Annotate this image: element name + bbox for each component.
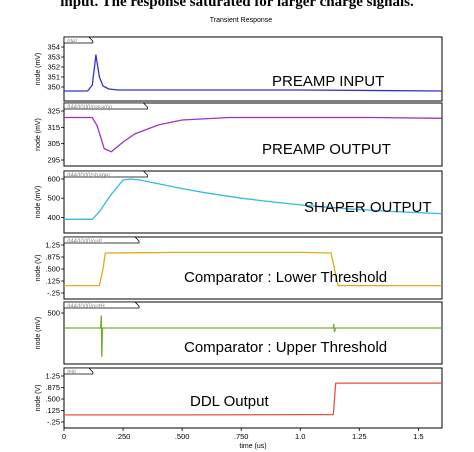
y-tick-label: 1.25	[45, 241, 60, 250]
y-tick-label: 353	[47, 53, 60, 62]
y-tick-label: 350	[47, 83, 60, 92]
panel-annotation: SHAPER OUTPUT	[304, 199, 432, 216]
y-tick-label: .875	[45, 253, 60, 262]
series-tab	[63, 36, 94, 44]
series-tab	[63, 236, 140, 244]
y-tick-label: 315	[47, 123, 60, 132]
series-name-label: /I44/I0/I0/shaper	[67, 173, 110, 179]
panel-frame	[63, 236, 443, 300]
series-line	[64, 54, 443, 92]
x-tick-label: 1.25	[352, 432, 367, 441]
series-name-label: /I44/I0/I0/preamp	[67, 105, 113, 111]
panel-frame	[63, 170, 443, 234]
x-tick-label: 1.0	[295, 432, 305, 441]
x-tick-label: 1.5	[413, 432, 423, 441]
y-axis-label: node (mV)	[35, 317, 42, 350]
y-axis-label: node (mV)	[35, 118, 42, 151]
panel-frame	[63, 102, 443, 167]
y-tick-label: 500	[47, 309, 60, 318]
y-tick-label: .500	[45, 265, 60, 274]
x-tick-label: 0	[62, 432, 66, 441]
x-tick-label: .250	[116, 432, 131, 441]
y-tick-label: 325	[47, 107, 60, 116]
panel-annotation: PREAMP OUTPUT	[262, 141, 391, 158]
series-line	[64, 178, 443, 220]
y-axis-label: node (V)	[35, 255, 42, 282]
y-tick-label: 500	[47, 194, 60, 203]
y-tick-label: 1.25	[45, 372, 60, 381]
panel-4: /I44/I0/I0/outL 1.25 .875 .500 .125 -.25 node …	[35, 236, 443, 300]
y-tick-label: 600	[47, 175, 60, 184]
panel-frame	[63, 301, 443, 365]
series-tab	[63, 301, 140, 309]
figure-caption: input. The response saturated for larger…	[60, 0, 414, 10]
panel-frame	[63, 367, 443, 429]
series-name-label: /I44/I0/I0/outH	[67, 304, 105, 310]
y-axis-label: node (mV)	[35, 186, 42, 219]
panel-annotation: DDL Output	[190, 393, 269, 410]
panel-annotation: Comparator : Lower Threshold	[184, 269, 387, 286]
y-tick-label: 351	[47, 73, 60, 82]
series-line	[64, 116, 443, 153]
y-tick-label: .125	[45, 406, 60, 415]
x-tick-label: .500	[175, 432, 190, 441]
series-tab	[63, 170, 148, 178]
y-tick-label: -.25	[47, 289, 60, 298]
y-tick-label: 295	[47, 156, 60, 165]
series-line	[64, 382, 442, 416]
x-axis: 0 .250 .500 .750 1.0 1.25 1.5 time (us)	[62, 428, 424, 450]
panel-6: /Hit 1.25 .875 .500 .125 -.25 node (V) DDL Outp…	[35, 367, 443, 429]
panel-3: /I44/I0/I0/shaper 600 500 400 node (mV) SHAPE…	[35, 170, 443, 234]
series-tab	[63, 102, 148, 110]
panel-2: /I44/I0/I0/preamp 325 315 305 295 node (mV) PR…	[35, 102, 443, 167]
panel-frame	[63, 36, 443, 102]
panel-annotation: Comparator : Upper Threshold	[184, 339, 387, 356]
y-tick-label: 354	[47, 43, 60, 52]
y-axis-label: node (V)	[35, 385, 42, 412]
chart-title: Transient Response	[210, 17, 272, 24]
series-line	[64, 315, 442, 358]
panel-5: /I44/I0/I0/outH 500 node (mV) Comparator : …	[35, 301, 443, 365]
series-name-label: /I44/I0/I0/outL	[67, 239, 104, 245]
y-tick-label: -.25	[47, 418, 60, 427]
series-name-label: /det	[67, 39, 77, 45]
y-tick-label: .125	[45, 277, 60, 286]
panel-annotation: PREAMP INPUT	[272, 73, 384, 90]
x-tick-label: .750	[234, 432, 249, 441]
y-tick-label: 400	[47, 213, 60, 222]
y-tick-label: .875	[45, 383, 60, 392]
y-axis-label: node (mV)	[35, 53, 42, 86]
series-name-label: /Hit	[67, 370, 76, 376]
y-tick-label: .500	[45, 395, 60, 404]
y-tick-label: 305	[47, 139, 60, 148]
series-tab	[63, 367, 94, 375]
x-axis-label: time (us)	[239, 443, 266, 450]
series-line	[64, 251, 442, 287]
y-tick-label: 352	[47, 63, 60, 72]
